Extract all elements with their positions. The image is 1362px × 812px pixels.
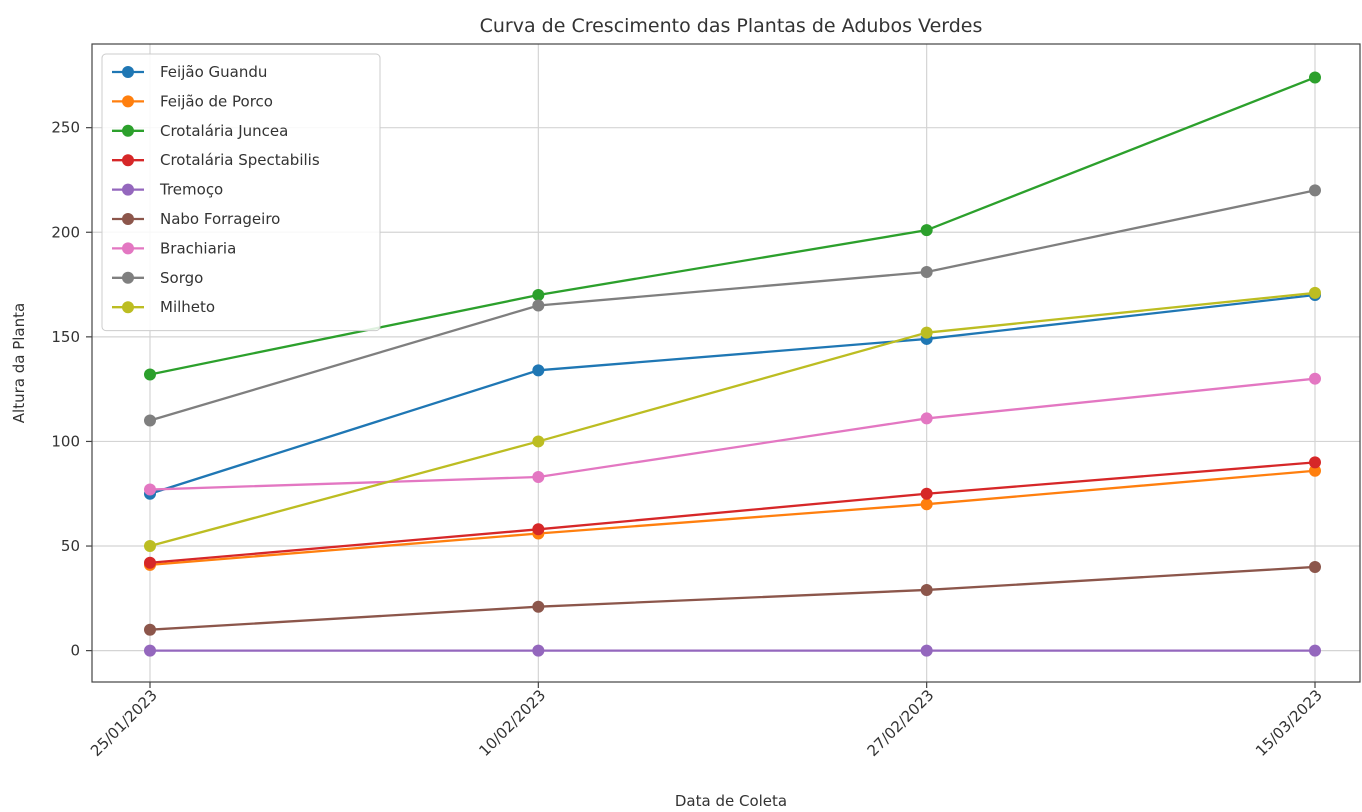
- legend-label: Crotalária Juncea: [160, 122, 288, 140]
- data-point: [532, 644, 545, 657]
- series: [144, 184, 1321, 427]
- data-point: [1309, 71, 1321, 84]
- legend-label: Brachiaria: [160, 239, 236, 257]
- data-point: [920, 266, 933, 279]
- data-point: [532, 299, 545, 312]
- data-point: [144, 623, 156, 636]
- legend-marker: [122, 213, 134, 225]
- data-point: [1309, 184, 1321, 197]
- series: [144, 456, 1321, 569]
- y-axis-label: Altura da Planta: [10, 303, 28, 423]
- x-tick-label: 15/03/2023: [1252, 686, 1326, 760]
- data-point: [144, 540, 156, 553]
- data-point: [144, 414, 156, 427]
- legend-marker: [122, 183, 134, 196]
- legend-item: Tremoço: [112, 181, 223, 199]
- legend-label: Sorgo: [160, 269, 203, 287]
- series: [144, 71, 1321, 381]
- data-point: [920, 224, 933, 237]
- legend-box: [101, 53, 381, 332]
- y-tick-label: 250: [51, 119, 80, 137]
- data-point: [144, 483, 156, 496]
- legend-item: Milheto: [112, 298, 215, 316]
- data-point: [532, 471, 545, 484]
- data-point: [532, 435, 545, 448]
- data-point: [532, 364, 545, 377]
- series-line: [149, 293, 1316, 495]
- x-tick-label: 27/02/2023: [864, 686, 938, 760]
- legend-marker: [122, 154, 134, 167]
- series: [144, 464, 1321, 571]
- legend-marker: [122, 124, 134, 137]
- series-line: [149, 377, 1316, 491]
- series: [144, 560, 1321, 636]
- data-point: [532, 289, 545, 302]
- x-tick-label: 10/02/2023: [475, 686, 549, 760]
- plot-frame: [91, 43, 1361, 683]
- series-line: [149, 76, 1316, 376]
- legend-item: Nabo Forrageiro: [112, 210, 280, 228]
- data-point: [1309, 456, 1321, 469]
- data-point: [920, 583, 933, 596]
- series-line: [149, 565, 1316, 631]
- series: [144, 372, 1321, 496]
- data-point: [532, 600, 545, 613]
- x-axis-label: Data de Coleta: [675, 792, 787, 810]
- legend-marker: [122, 66, 134, 78]
- legend-marker: [122, 271, 134, 284]
- legend-label: Tremoço: [159, 181, 223, 199]
- data-point: [532, 523, 545, 536]
- chart-title: Curva de Crescimento das Plantas de Adub…: [480, 15, 983, 37]
- legend-item: Sorgo: [112, 269, 203, 287]
- legend-label: Feijão Guandu: [160, 63, 267, 81]
- data-point: [1309, 464, 1321, 477]
- data-point: [920, 412, 933, 425]
- legend-marker: [122, 301, 134, 314]
- y-tick-label: 50: [61, 537, 80, 555]
- legend-item: Crotalária Spectabilis: [112, 151, 320, 169]
- data-point: [920, 487, 933, 500]
- data-point: [920, 498, 933, 511]
- data-point: [144, 644, 156, 657]
- data-point: [1309, 286, 1321, 299]
- legend: Feijão Guandu Feijão de Porco Crotalária J…: [101, 53, 381, 332]
- series-group: [144, 71, 1321, 657]
- legend-label: Feijão de Porco: [160, 92, 273, 110]
- data-point: [144, 368, 156, 381]
- series-line: [149, 291, 1316, 548]
- data-point: [1309, 372, 1321, 385]
- legend-label: Milheto: [160, 298, 215, 316]
- y-tick-label: 100: [51, 432, 80, 450]
- legend-label: Nabo Forrageiro: [160, 210, 280, 228]
- y-tick-label: 150: [51, 328, 80, 346]
- x-tick-label: 25/01/2023: [87, 686, 161, 760]
- legend-item: Crotalária Juncea: [112, 122, 288, 140]
- legend-marker: [122, 95, 134, 108]
- series-line: [149, 189, 1316, 422]
- data-point: [920, 644, 933, 657]
- series: [144, 644, 1321, 657]
- y-tick-label: 200: [51, 223, 80, 241]
- legend-item: Brachiaria: [112, 239, 236, 257]
- legend-marker: [122, 242, 134, 255]
- data-point: [1309, 644, 1321, 657]
- legend-label: Crotalária Spectabilis: [160, 151, 320, 169]
- data-point: [1309, 560, 1321, 573]
- data-point: [144, 556, 156, 569]
- legend-item: Feijão de Porco: [112, 92, 273, 110]
- data-point: [920, 326, 933, 339]
- legend-item: Feijão Guandu: [112, 63, 267, 81]
- series-line: [149, 461, 1316, 564]
- series-line: [149, 469, 1316, 567]
- y-tick-label: 0: [70, 642, 80, 660]
- series: [144, 286, 1321, 553]
